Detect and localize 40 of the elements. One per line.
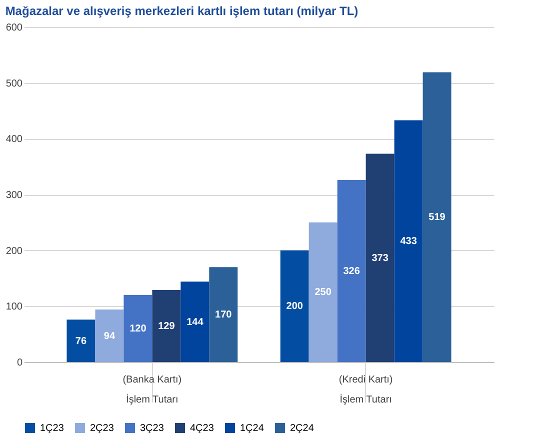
data-label: 433 [400,236,418,248]
legend-label: 2Ç24 [290,423,314,434]
bar [366,154,394,362]
legend-label: 1Ç24 [240,423,264,434]
bar [152,290,181,362]
y-tick-label: 300 [6,190,23,201]
bar [124,295,152,362]
data-label: 326 [343,266,360,277]
y-tick-label: 0 [16,358,23,368]
x-tick-label: (Kredi Kartı) İşlem Tutarı [338,374,393,406]
x-tick-label: (Banka Kartı) İşlem Tutarı [122,374,182,406]
y-tick-label: 100 [6,302,23,313]
bar [394,120,423,362]
chart-title: Mağazalar ve alışveriş merkezleri kartlı işlem tutarı (milyar TL) [5,4,358,18]
data-label: 170 [215,310,232,321]
legend-label: 4Ç23 [190,423,214,434]
bar [337,180,366,362]
bar [280,250,309,362]
bar [180,282,210,362]
legend-label: 2Ç23 [90,423,114,434]
legend-label: 3Ç23 [140,423,164,434]
data-label: 373 [372,252,389,264]
data-label: 144 [186,316,204,328]
data-label: 250 [314,287,332,298]
bar [66,320,96,362]
y-tick-label: 400 [6,134,23,146]
bar [422,72,452,362]
bar [308,222,338,362]
y-tick-label: 200 [6,246,23,257]
bar [95,310,124,362]
legend-label: 1Ç23 [40,423,64,434]
data-label: 129 [158,320,176,332]
data-label: 200 [286,301,304,312]
y-tick-label: 600 [6,22,23,34]
data-label: 120 [130,324,147,334]
bar [209,267,238,362]
data-label: 94 [104,330,116,342]
data-label: 519 [428,212,446,224]
data-label: 76 [75,336,87,347]
y-tick-label: 500 [6,78,23,90]
